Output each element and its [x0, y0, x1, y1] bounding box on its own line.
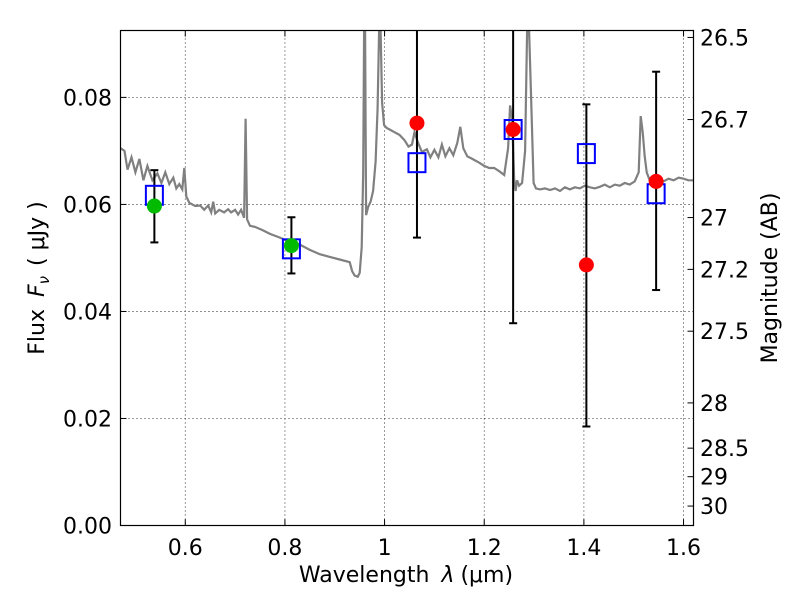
y-tick-label: 0.00	[63, 515, 112, 540]
x-tick-label: 1.4	[566, 536, 601, 561]
observed-point	[409, 115, 425, 131]
y2-axis-title: Magnitude (AB)	[758, 193, 783, 364]
y2-tick-label: 27.5	[700, 320, 749, 345]
observed-point	[146, 198, 162, 214]
y2-tick-label: 27.2	[700, 258, 749, 283]
model-spectrum	[120, 30, 694, 279]
observed-point	[578, 257, 594, 273]
y2-tick-label: 28.5	[700, 437, 749, 462]
x-tick-label: 1.6	[666, 536, 701, 561]
x-tick-label: 1	[378, 536, 392, 561]
x-tick-label: 1.2	[467, 536, 502, 561]
y2-tick-label: 29	[700, 466, 728, 491]
model-photometry-box	[407, 152, 427, 174]
y2-tick-label: 28	[700, 392, 728, 417]
y-tick-label: 0.04	[63, 300, 112, 325]
plot-frame	[119, 29, 695, 527]
y-tick-label: 0.06	[63, 193, 112, 218]
x-tick-label: 0.8	[267, 536, 302, 561]
observed-point	[283, 238, 299, 254]
y-tick-label: 0.02	[63, 407, 112, 432]
y-tick-label: 0.08	[63, 86, 112, 111]
x-tick-label: 0.6	[168, 536, 203, 561]
y2-tick-label: 26.7	[700, 109, 749, 134]
y2-tick-label: 26.5	[700, 26, 749, 51]
y-axis-title: FluxFν( μJy )	[25, 201, 53, 354]
observed-markers	[146, 115, 664, 273]
model-photometry-box	[576, 143, 596, 165]
observed-point	[648, 173, 664, 189]
observed-point	[505, 122, 521, 137]
x-axis-title: Wavelength λ (μm)	[299, 563, 513, 588]
model-photometry-box	[503, 119, 523, 140]
axis-ticks: 0.6 0.8 1 1.2 1.4 1.6 0.00 0.02 0.04 0.06 0.08 26.5…	[63, 26, 749, 561]
model-spectrum-line	[120, 30, 694, 279]
y2-tick-label: 27	[700, 207, 728, 232]
y2-tick-label: 30	[700, 495, 728, 520]
grid	[120, 30, 694, 526]
